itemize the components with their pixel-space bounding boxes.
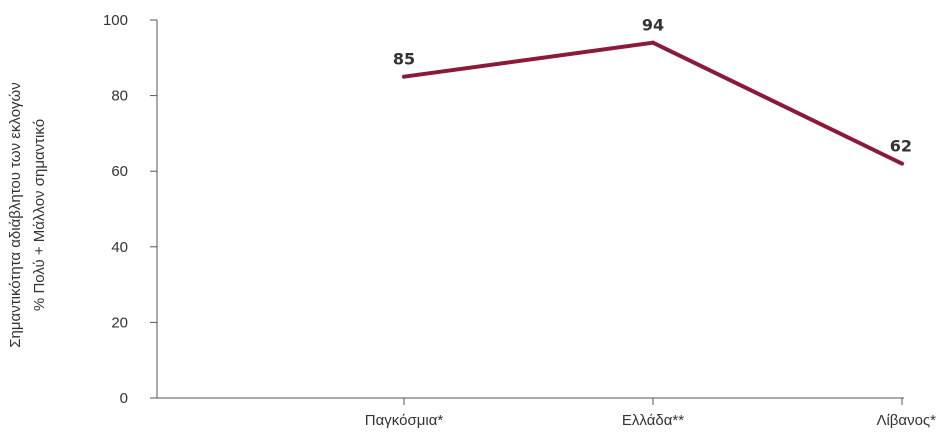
y-tick-label: 0 <box>120 390 128 407</box>
x-tick-label: Λίβανος* <box>876 412 936 429</box>
data-label: 85 <box>393 50 415 69</box>
y-axis-title-line-1: Σημαντικότητα αδιάβλητου των εκλογών <box>7 82 24 347</box>
series-line <box>403 40 903 166</box>
x-tick-label: Ελλάδα** <box>622 412 684 429</box>
data-labels: 85 94 62 <box>393 16 912 156</box>
data-point <box>651 40 655 45</box>
y-axis-title-line-2: % Πολύ + Μάλλον σημαντικό <box>31 119 48 311</box>
x-tick-label: Παγκόσμια* <box>365 412 444 429</box>
y-axis-title: Σημαντικότητα αδιάβλητου των εκλογών % Π… <box>7 82 48 347</box>
y-tick-label: 20 <box>111 314 128 331</box>
axes <box>156 20 904 399</box>
y-tick-label: 40 <box>111 239 128 256</box>
y-tick-label: 100 <box>103 12 128 29</box>
data-label: 94 <box>642 16 664 35</box>
data-label: 62 <box>890 137 912 156</box>
y-tick-label: 60 <box>111 163 128 180</box>
x-ticks: Παγκόσμια* Ελλάδα** Λίβανος* <box>365 398 936 429</box>
data-point <box>900 161 904 166</box>
y-ticks: 0 20 40 60 80 100 <box>103 12 157 407</box>
series-layer <box>402 40 904 166</box>
data-point <box>402 74 406 79</box>
y-tick-label: 80 <box>111 88 128 105</box>
